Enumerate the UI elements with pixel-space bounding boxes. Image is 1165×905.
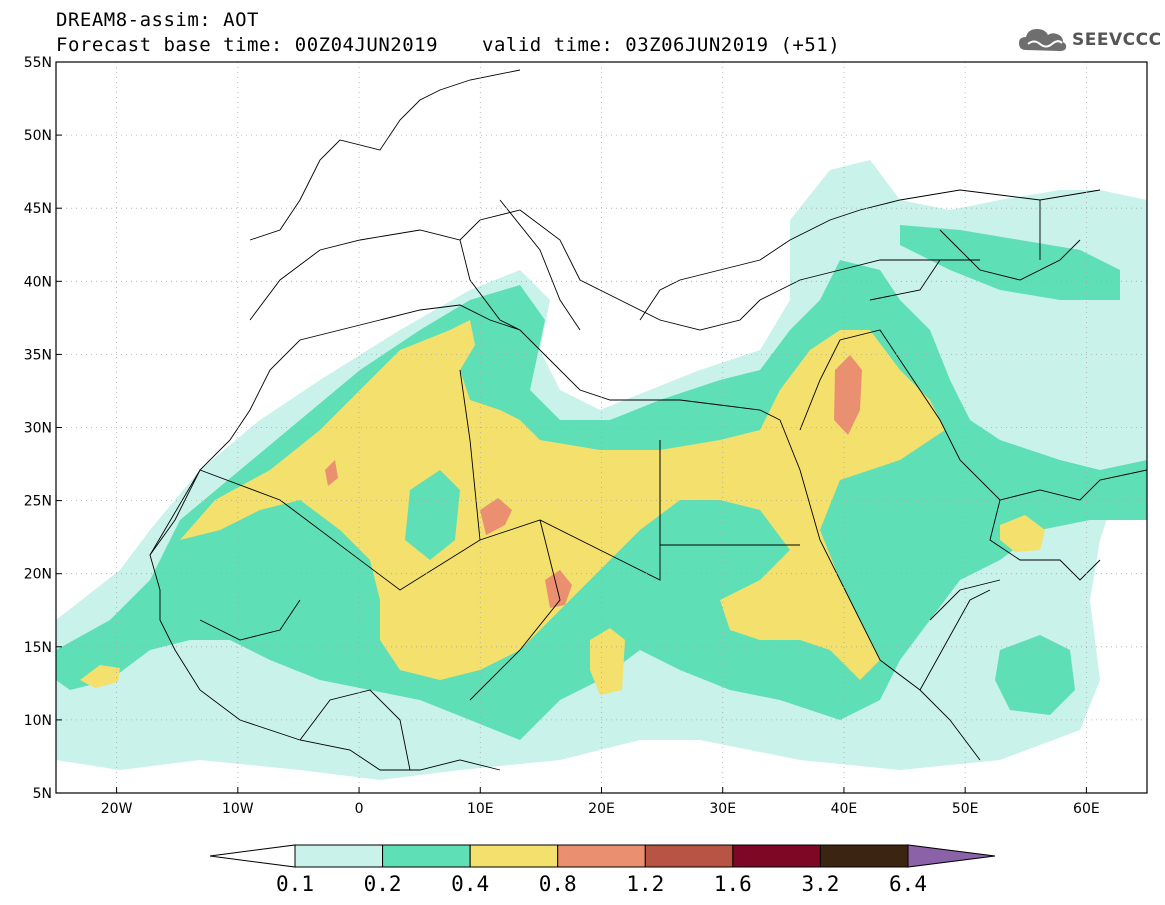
lat-label: 35N <box>24 347 52 363</box>
colorbar-segment <box>294 844 384 868</box>
valid-time: valid time: 03Z06JUN2019 (+51) <box>482 34 841 56</box>
lat-label: 45N <box>24 201 52 217</box>
lat-label: 15N <box>24 640 52 656</box>
logo-text: SEEVCCC <box>1072 30 1162 50</box>
chart-title: DREAM8-assim: AOT <box>56 9 259 31</box>
colorbar-label: 0.1 <box>276 872 314 896</box>
lon-label: 40E <box>831 801 858 817</box>
cloud-icon <box>1019 29 1067 51</box>
forecast-base-time: Forecast base time: 00Z04JUN2019 <box>56 34 439 56</box>
colorbar-segment <box>732 844 821 868</box>
colorbar-segment <box>382 844 471 868</box>
lat-label: 10N <box>24 713 52 729</box>
aot-level-0.8 <box>834 355 862 435</box>
lat-label: 25N <box>24 494 52 510</box>
aot-level-0.4 <box>1000 515 1045 552</box>
aot-level-0.8 <box>325 460 338 486</box>
lat-label: 5N <box>33 786 52 802</box>
colorbar-label: 0.4 <box>451 872 490 896</box>
lon-label: 10E <box>467 801 494 817</box>
colorbar-segment <box>557 844 646 868</box>
colorbar-segment <box>644 844 734 868</box>
lon-label: 0 <box>355 801 364 817</box>
aot-level-0.2 <box>900 225 1120 300</box>
aot-level-0.8 <box>480 498 512 535</box>
lon-label: 20W <box>101 801 133 817</box>
colorbar-label: 3.2 <box>801 872 840 896</box>
latitude-labels: 55N 50N 45N 40N 35N 30N 25N 20N 15N 10N 5N <box>24 55 62 802</box>
lon-label: 60E <box>1073 801 1100 817</box>
lon-label: 10W <box>222 801 254 817</box>
colorbar-high-arrow <box>907 844 996 868</box>
colorbar-label: 1.6 <box>713 872 752 896</box>
colorbar-segment <box>819 844 909 868</box>
aot-level-0.4 <box>80 665 120 688</box>
aot-level-0.4 <box>590 628 625 695</box>
lat-label: 20N <box>24 567 52 583</box>
lon-label: 20E <box>588 801 615 817</box>
lat-label: 40N <box>24 274 52 290</box>
lat-label: 55N <box>24 55 52 71</box>
colorbar-low-arrow <box>209 844 296 868</box>
colorbar-segment <box>469 844 559 868</box>
longitude-labels: 20W 10W 0 10E 20E 30E 40E 50E 60E <box>101 787 1100 817</box>
aot-level-0.2 <box>405 470 460 560</box>
colorbar <box>209 844 996 868</box>
lat-label: 50N <box>24 128 52 144</box>
lon-label: 50E <box>952 801 979 817</box>
map-grid <box>56 62 1147 793</box>
aot-field <box>56 160 1147 780</box>
colorbar-label: 0.2 <box>363 872 402 896</box>
seevccc-logo: SEEVCCC <box>1018 24 1161 56</box>
lat-label: 30N <box>24 421 52 437</box>
aot-level-0.2 <box>995 635 1075 715</box>
lon-label: 30E <box>709 801 736 817</box>
colorbar-label: 1.2 <box>626 872 665 896</box>
aot-level-0.8 <box>545 570 572 608</box>
aot-level-0.4 <box>180 320 945 680</box>
coastlines <box>149 69 1147 771</box>
colorbar-label: 6.4 <box>889 872 927 896</box>
colorbar-label: 0.8 <box>538 872 577 896</box>
